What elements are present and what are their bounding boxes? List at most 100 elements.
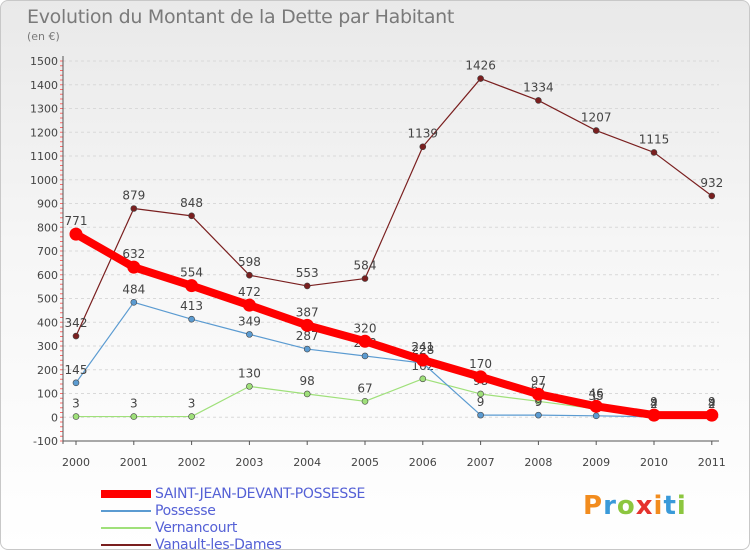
x-tick-label: 2005 <box>351 456 379 469</box>
data-label-vanault-les-dames: 1139 <box>408 127 439 141</box>
data-label-saint-jean-devant-possesse: 9 <box>708 395 716 409</box>
data-point-saint-jean-devant-possesse <box>358 334 372 348</box>
legend-swatch <box>101 510 151 512</box>
proxiti-logo: Proxiti <box>583 491 687 521</box>
legend-swatch <box>101 490 151 498</box>
data-label-vanault-les-dames: 1115 <box>639 132 670 146</box>
data-point-vernancourt <box>477 390 484 398</box>
data-label-vanault-les-dames: 1334 <box>523 80 554 94</box>
data-label-vernancourt: 67 <box>357 381 372 395</box>
legend-swatch <box>101 527 151 529</box>
series-line-possesse <box>75 301 713 418</box>
chart-subtitle: (en €) <box>27 30 60 43</box>
y-tick-label: 1300 <box>30 103 58 116</box>
logo-letter: P <box>583 491 604 521</box>
data-point-vanault-les-dames <box>72 332 80 340</box>
y-tick-label: 300 <box>37 340 58 353</box>
data-label-vanault-les-dames: 584 <box>354 259 377 273</box>
y-tick-label: 500 <box>37 293 58 306</box>
data-point-saint-jean-devant-possesse <box>531 387 545 401</box>
x-tick-label: 2006 <box>409 456 437 469</box>
legend-label: Vernancourt <box>155 520 238 536</box>
data-point-saint-jean-devant-possesse <box>647 408 661 422</box>
logo-letter: o <box>616 491 636 521</box>
logo-letter: x <box>635 491 654 521</box>
data-point-vanault-les-dames <box>419 143 427 151</box>
data-label-vanault-les-dames: 932 <box>700 176 723 190</box>
x-tick-label: 2004 <box>293 456 321 469</box>
data-point-possesse <box>72 379 80 387</box>
legend-label: SAINT-JEAN-DEVANT-POSSESSE <box>155 486 366 502</box>
y-tick-label: 1000 <box>30 174 58 187</box>
data-label-vanault-les-dames: 342 <box>65 316 88 330</box>
data-label-vanault-les-dames: 553 <box>296 266 319 280</box>
data-label-saint-jean-devant-possesse: 387 <box>296 305 319 319</box>
data-point-vanault-les-dames <box>130 205 138 212</box>
data-point-vernancourt <box>72 413 80 420</box>
data-point-possesse <box>361 352 369 360</box>
data-point-possesse <box>130 298 138 306</box>
logo-letter: r <box>603 491 617 521</box>
data-label-saint-jean-devant-possesse: 554 <box>180 266 203 280</box>
data-point-possesse <box>303 345 311 353</box>
data-point-saint-jean-devant-possesse <box>705 408 719 422</box>
x-tick-label: 2001 <box>120 456 148 469</box>
x-tick-label: 2000 <box>62 456 90 469</box>
legend-label: Vanault-les-Dames <box>155 537 282 550</box>
data-point-saint-jean-devant-possesse <box>69 227 83 241</box>
data-label-saint-jean-devant-possesse: 170 <box>469 357 492 371</box>
data-point-vernancourt <box>130 413 138 420</box>
series-line-vanault-les-dames <box>75 77 713 337</box>
data-point-vanault-les-dames <box>592 127 600 134</box>
x-tick-label: 2008 <box>524 456 552 469</box>
data-label-saint-jean-devant-possesse: 241 <box>411 340 434 354</box>
data-point-possesse <box>188 315 195 323</box>
y-tick-label: 1200 <box>30 126 58 139</box>
data-label-vernancourt: 3 <box>188 397 196 411</box>
logo-letter: i <box>653 491 664 521</box>
data-label-saint-jean-devant-possesse: 320 <box>354 321 377 335</box>
y-tick-label: 1500 <box>30 55 58 68</box>
data-point-vernancourt <box>361 398 369 405</box>
data-label-saint-jean-devant-possesse: 9 <box>650 395 658 409</box>
y-tick-label: 200 <box>37 364 58 377</box>
legend-label: Possesse <box>155 503 216 519</box>
data-point-possesse <box>535 411 542 419</box>
data-point-saint-jean-devant-possesse <box>185 279 199 293</box>
y-tick-label: 600 <box>37 269 58 282</box>
data-point-saint-jean-devant-possesse <box>474 370 488 384</box>
data-label-vernancourt: 4 <box>708 396 716 410</box>
data-label-vernancourt: 130 <box>238 366 261 380</box>
data-label-saint-jean-devant-possesse: 97 <box>531 374 546 388</box>
y-tick-label: 1400 <box>30 79 58 92</box>
data-label-possesse: 9 <box>477 395 485 409</box>
data-point-possesse <box>592 412 600 420</box>
series-line-saint-jean-devant-possesse <box>72 230 716 420</box>
data-point-vernancourt <box>303 390 311 398</box>
data-point-vanault-les-dames <box>535 97 542 104</box>
data-point-saint-jean-devant-possesse <box>300 318 314 332</box>
data-point-vanault-les-dames <box>361 275 369 282</box>
legend-swatch <box>101 544 151 546</box>
data-point-vernancourt <box>246 383 253 390</box>
data-label-saint-jean-devant-possesse: 632 <box>122 247 145 261</box>
data-label-possesse: 2 <box>650 397 658 411</box>
data-point-possesse <box>477 411 484 419</box>
x-tick-label: 2002 <box>178 456 206 469</box>
data-label-possesse: 145 <box>65 363 88 377</box>
x-tick-label: 2011 <box>698 456 726 469</box>
data-label-vernancourt: 4 <box>650 396 658 410</box>
data-point-vanault-les-dames <box>477 75 484 82</box>
data-point-possesse <box>246 331 253 338</box>
y-tick-label: 0 <box>51 411 58 424</box>
data-label-possesse: 228 <box>411 343 434 357</box>
x-tick-label: 2009 <box>582 456 610 469</box>
x-tick-label: 2003 <box>235 456 263 469</box>
chart-title: Evolution du Montant de la Dette par Hab… <box>27 6 455 28</box>
logo-letter: t <box>663 491 677 521</box>
data-label-possesse: 2 <box>708 397 716 411</box>
logo-letter: i <box>676 491 687 521</box>
data-label-vanault-les-dames: 1426 <box>465 59 496 73</box>
